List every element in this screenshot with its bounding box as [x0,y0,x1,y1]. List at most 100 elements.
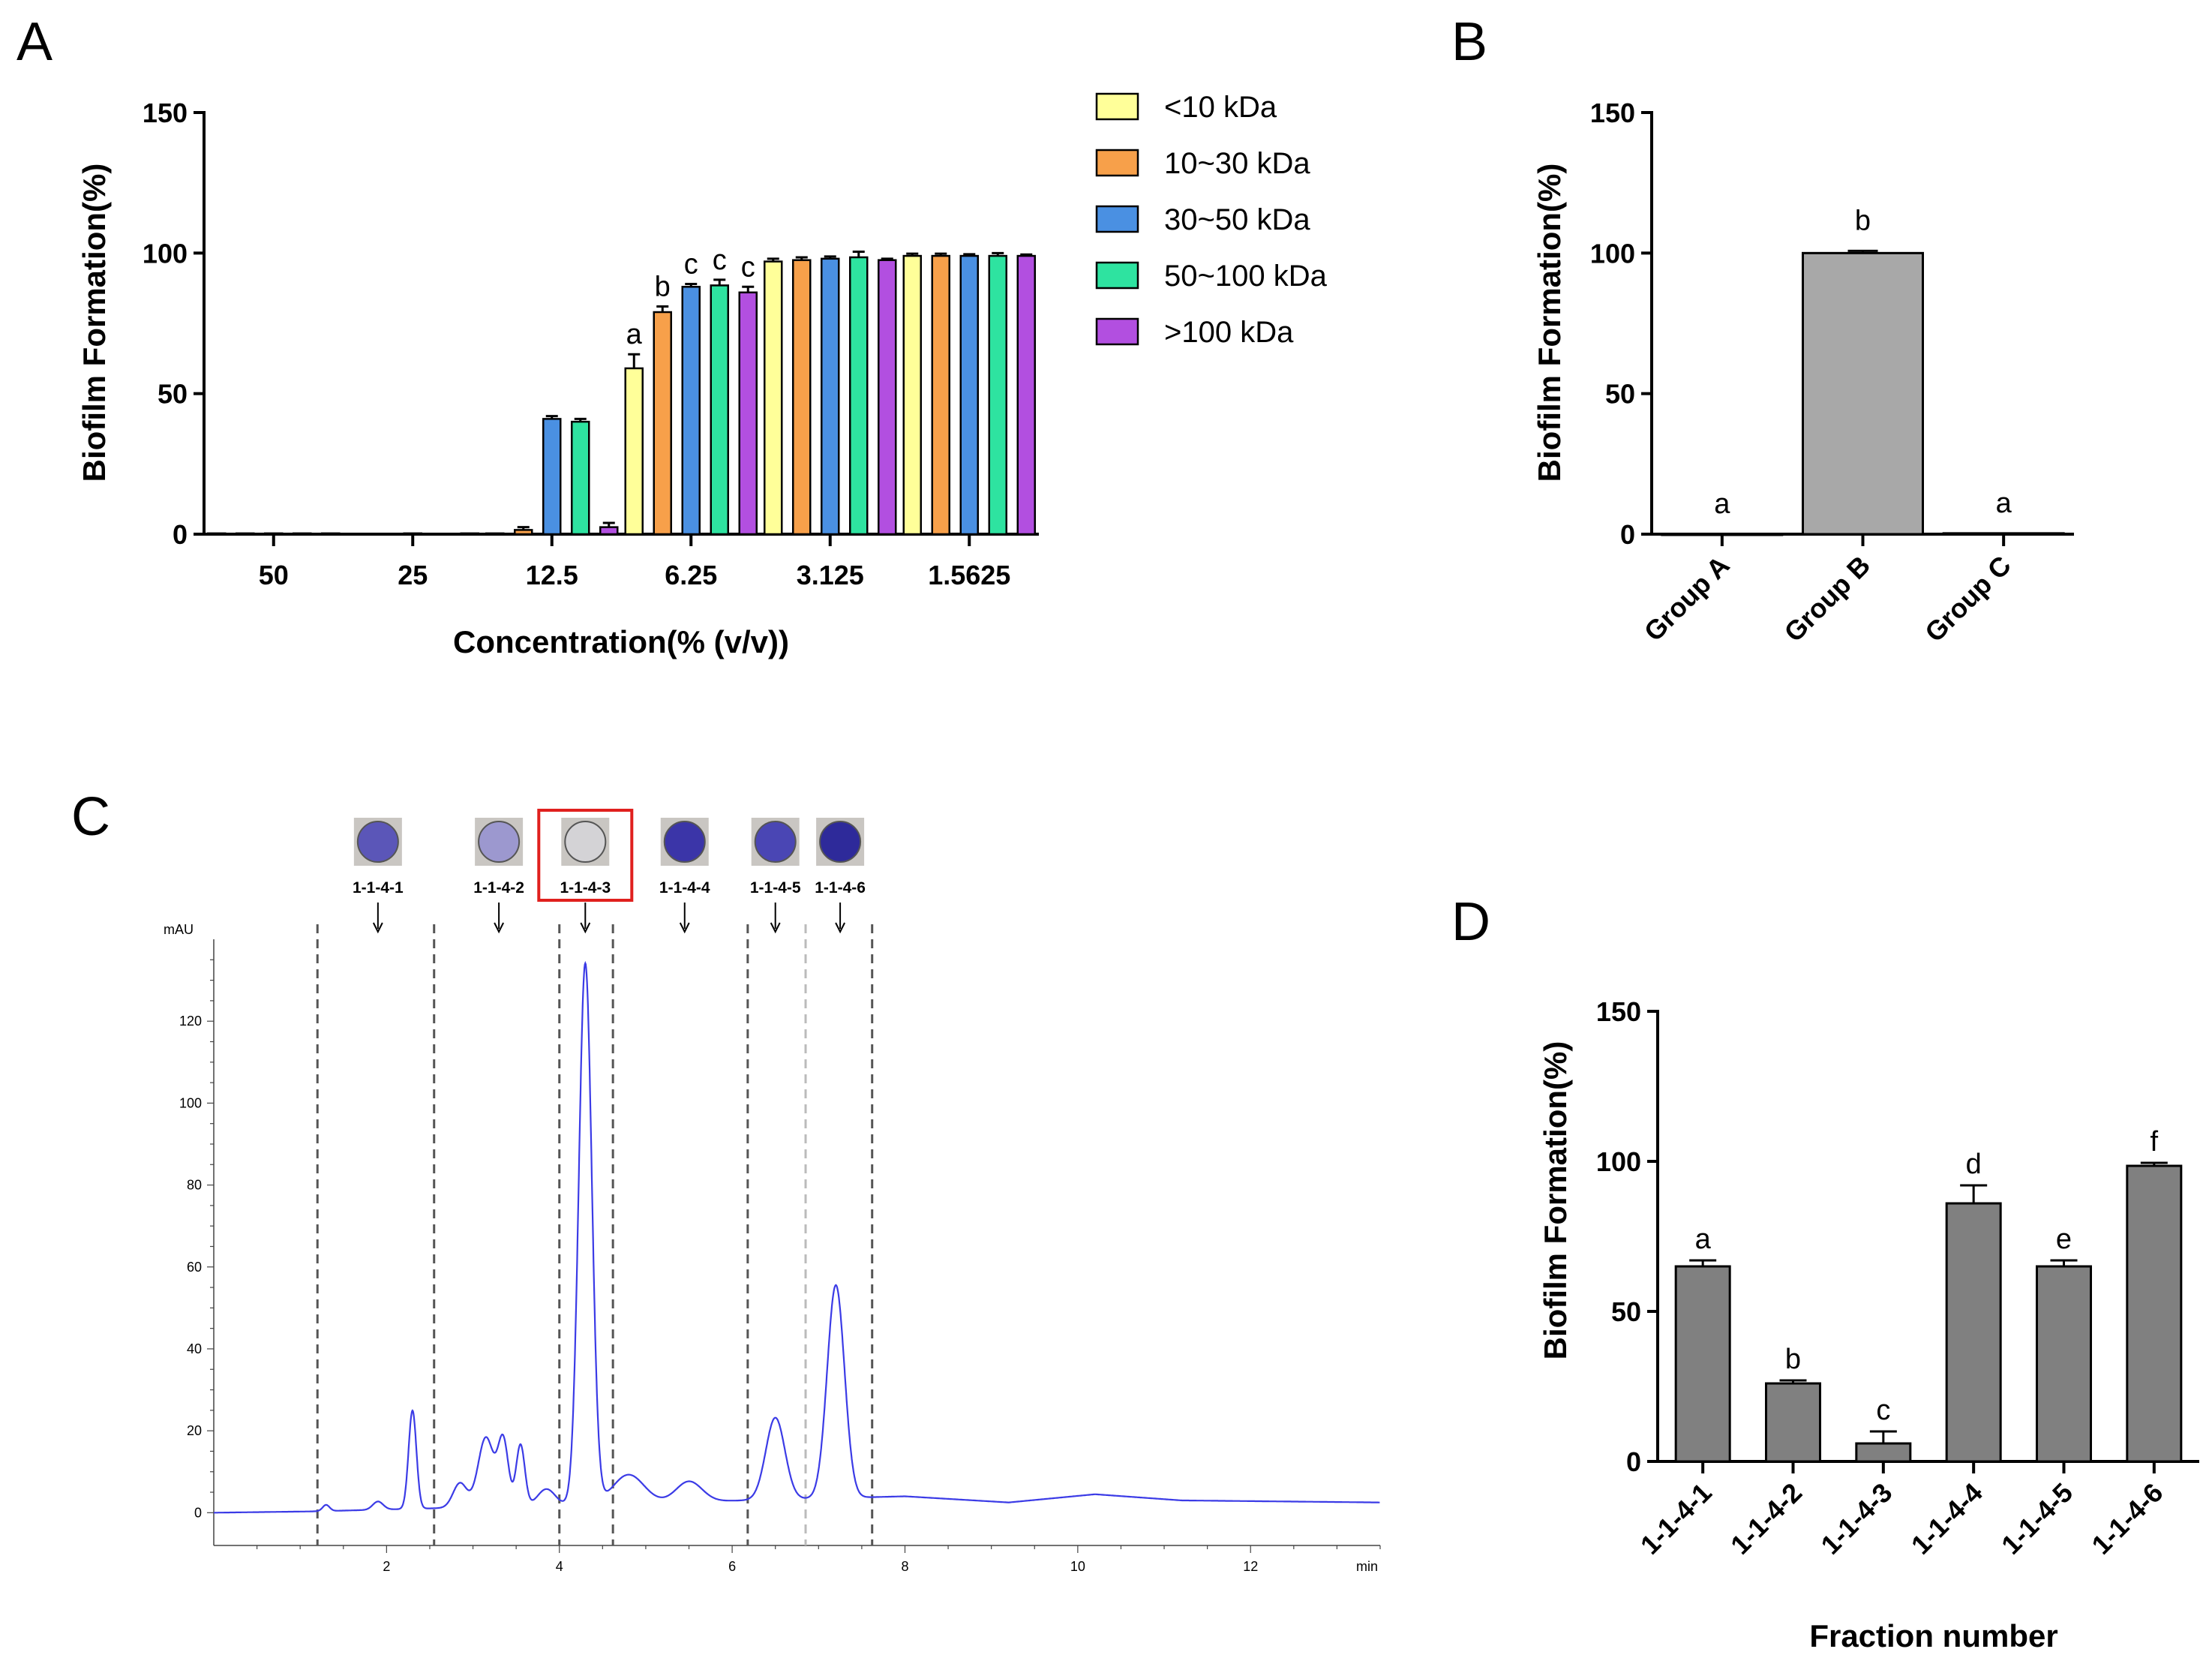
panel-a-bar [710,284,729,536]
panel-b-y-axis-title: Biofilm Formation(%) [1532,164,1567,482]
panel-d-bar [2036,1265,2092,1463]
panel-c-fraction-label: 1-1-4-2 [473,879,524,897]
panel-a-bar [207,532,227,536]
panel-a-bar [821,257,840,536]
panel-c-y-tick-label: 20 [187,1423,202,1438]
panel-a-bar [264,532,284,536]
panel-d-bar [1765,1382,1821,1463]
panel-c-chromatogram-trace [214,960,1380,1514]
panel-d-bar [2126,1164,2183,1463]
panel-a-significance-label: b [655,272,671,303]
panel-c-fraction-arrowhead [835,922,845,934]
panel-a-bar [346,533,365,536]
panel-a-legend-label: 50~100 kDa [1164,260,1328,293]
panel-a-bar [571,420,590,536]
panel-a-bar [293,532,312,536]
panel-d-bar [1674,1265,1731,1463]
panel-a-bar [460,532,479,536]
panel-b-y-tick-label: 50 [1605,379,1635,410]
panel-b-y-tick-label: 100 [1590,238,1635,269]
panel-b-significance-label: a [1714,488,1730,520]
panel-a-x-tick-label: 1.5625 [928,560,1010,590]
panel-a-legend-swatch [1095,92,1139,121]
panel-a-bar [485,532,505,536]
panel-a-bar [959,254,979,536]
panel-a-bar [236,532,255,536]
panel-c-x-unit: min [1356,1559,1378,1574]
panel-c-y-tick-label: 80 [187,1178,202,1193]
panel-c-fraction-label: 1-1-4-5 [750,879,801,897]
panel-letter-c: C [71,787,110,847]
panel-a-legend-swatch [1095,205,1139,233]
panel-b-significance-label: b [1855,205,1871,236]
panel-a-x-tick-label: 12.5 [526,560,578,590]
panel-a-bar [902,254,922,536]
panel-a-x-tick-label: 25 [398,560,428,590]
panel-d-significance-label: f [2150,1126,2159,1158]
panel-a-y-tick-label: 100 [143,238,188,269]
panel-a-bar [374,533,394,536]
panel-a-bar [681,286,701,536]
panel-letter-d: D [1451,892,1490,952]
panel-a-bar [1016,254,1036,536]
panel-a-bar [738,291,758,536]
panel-c-y-tick-label: 120 [179,1014,202,1029]
panel-c-fraction-label: 1-1-4-4 [659,879,710,897]
panel-c-fraction-arrowhead [770,922,781,934]
panel-a-significance-label: a [626,319,643,350]
panel-c-well-image [754,821,797,863]
panel-c-x-tick-label: 12 [1243,1559,1258,1574]
panel-d-significance-label: b [1785,1344,1801,1375]
panel-a-legend-swatch [1095,149,1139,177]
panel-a-legend-label: <10 kDa [1164,91,1277,124]
panel-c-y-unit: mAU [164,922,194,937]
panel-c-fraction-label: 1-1-4-6 [815,879,866,897]
panel-a-y-tick-label: 0 [173,519,188,550]
panel-a-y-tick-label: 50 [158,379,188,410]
panel-a-bar [988,254,1007,536]
panel-d-significance-label: c [1876,1395,1890,1426]
panel-a-bar [514,529,533,536]
panel-d-y-axis-title: Biofilm Formation(%) [1538,1041,1573,1360]
panel-a-significance-label: c [741,251,755,283]
panel-d-x-axis-title: Fraction number [1809,1618,2057,1653]
panel-d-significance-label: e [2056,1224,2072,1255]
panel-a-x-tick-label: 50 [259,560,289,590]
panel-c-fraction-label: 1-1-4-3 [560,879,611,897]
panel-a-legend-label: >100 kDa [1164,316,1294,349]
panel-a-bar [792,259,812,536]
panel-c-well-image [564,821,607,863]
panel-a-bar [653,311,672,536]
panel-c-x-tick-label: 8 [901,1559,908,1574]
panel-c-x-tick-label: 4 [556,1559,563,1574]
panel-a-y-tick-label: 150 [143,98,188,128]
panel-a-bar [321,532,341,536]
panel-b-bar [1802,251,1924,536]
panel-c-well-image [819,821,862,863]
panel-d-y-tick-label: 0 [1626,1446,1641,1477]
panel-c-highlight-box [537,809,634,902]
panel-d-bar [1855,1442,1912,1463]
panel-d-bar [1945,1202,2002,1463]
panel-c-fraction-arrowhead [580,922,591,934]
panel-c-y-tick-label: 60 [187,1260,202,1275]
panel-a-legend-swatch [1095,261,1139,290]
panel-c-well-image [663,821,706,863]
panel-c-x-tick-label: 6 [728,1559,736,1574]
panel-c-well-image [478,821,521,863]
panel-a-bar [431,533,451,536]
panel-letter-a: A [17,12,53,72]
panel-a-bar [624,367,644,536]
panel-a-legend-label: 30~50 kDa [1164,203,1310,236]
panel-a-y-axis-title: Biofilm Formation(%) [77,164,112,482]
panel-c-fraction-arrowhead [372,922,383,934]
panel-a-x-axis-title: Concentration(% (v/v)) [453,624,789,659]
panel-a-legend-label: 10~30 kDa [1164,147,1310,180]
panel-c-y-tick-label: 0 [194,1505,202,1520]
panel-letter-b: B [1451,12,1487,72]
panel-a-bar [849,256,869,536]
panel-c-chromatogram: mAU min 0 20 40 60 80 100 120 2 4 6 8 10 12 1-1-4-1 1-… [164,809,1381,1574]
panel-d-y-tick-label: 100 [1596,1146,1641,1177]
panel-c-fraction-arrowhead [679,922,690,934]
